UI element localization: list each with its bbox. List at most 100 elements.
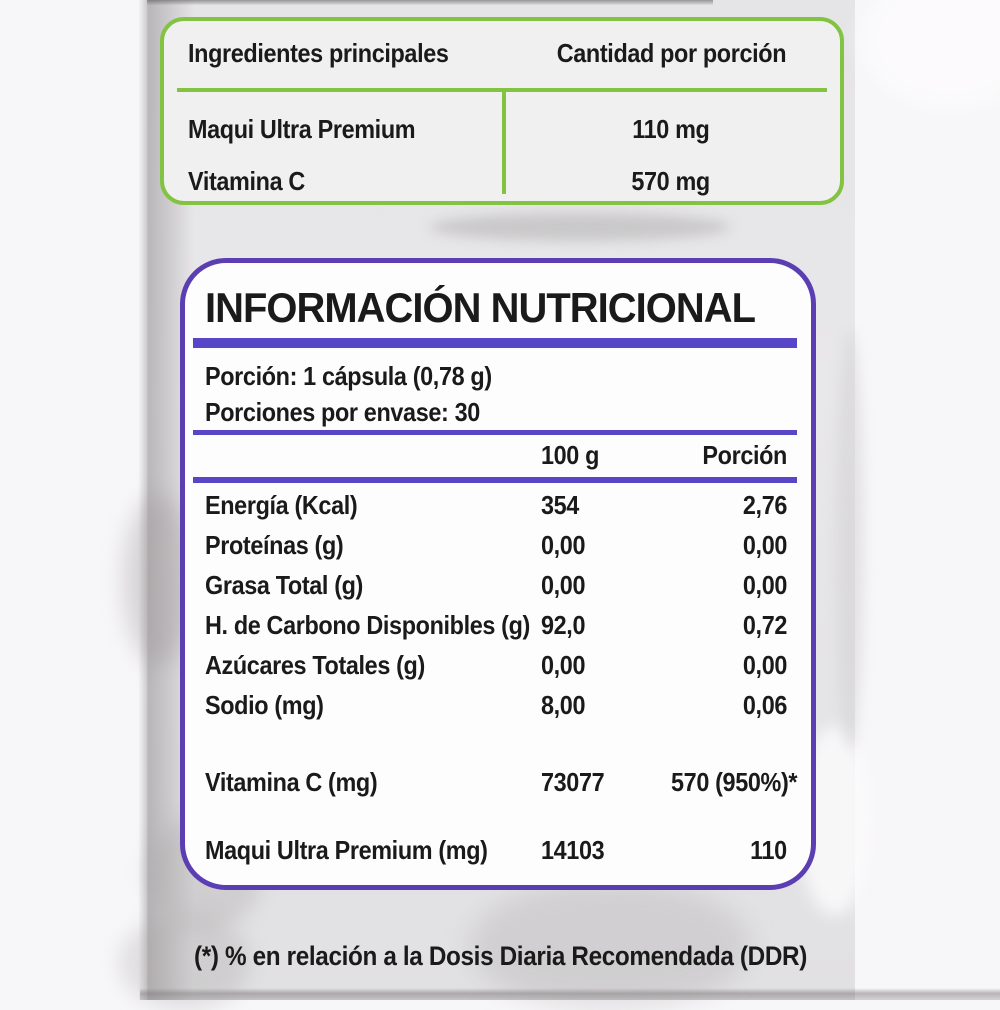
nutrition-row-label-cell: Proteínas (g) <box>205 530 541 561</box>
vertical-divider <box>502 88 506 194</box>
ddr-footnote-text: (*) % en relación a la Dosis Diaria Reco… <box>193 941 807 971</box>
nutrition-row-label: Azúcares Totales (g) <box>205 649 425 680</box>
ingredient-row: Vitamina C 570 mg <box>164 155 840 207</box>
value-per-100g-cell: 354 <box>541 490 657 521</box>
value-per-portion-cell: 0,00 <box>738 530 787 561</box>
horizontal-divider <box>193 477 797 483</box>
nutrition-row-label-cell: Vitamina C (mg) <box>205 767 541 798</box>
ingredient-amount: 110 mg <box>632 113 710 144</box>
ddr-footnote: (*) % en relación a la Dosis Diaria Reco… <box>0 941 1000 972</box>
nutrition-row-label-cell: H. de Carbono Disponibles (g) <box>205 610 541 641</box>
value-per-portion: 2,76 <box>742 489 787 520</box>
value-per-portion: 0,00 <box>742 649 787 680</box>
value-per-100g-cell: 0,00 <box>541 570 657 601</box>
value-per-100g-cell: 92,0 <box>541 610 657 641</box>
background-smudge <box>120 915 250 1010</box>
value-per-100g: 14103 <box>541 834 605 865</box>
value-per-portion: 0,06 <box>742 689 787 720</box>
value-per-100g: 354 <box>541 489 579 520</box>
servings-per-container-text: Porciones por envase: 30 <box>205 397 480 427</box>
column-header-100g: 100 g <box>541 439 600 470</box>
nutrition-title-text: INFORMACIÓN NUTRICIONAL <box>205 284 756 331</box>
value-per-100g-cell: 8,00 <box>541 690 657 721</box>
value-per-100g-cell: 14103 <box>541 835 657 866</box>
value-per-portion: 110 <box>750 834 787 865</box>
ingredients-box: Ingredientes principales Cantidad por po… <box>160 17 844 205</box>
nutrition-row-label: H. de Carbono Disponibles (g) <box>205 609 530 640</box>
ingredient-amount: 570 mg <box>631 165 711 196</box>
ingredient-amount-cell: 570 mg <box>506 155 840 207</box>
value-per-100g: 73077 <box>541 766 605 797</box>
value-per-100g-cell: 73077 <box>541 767 657 798</box>
nutrition-row: Sodio (mg) 8,00 0,06 <box>185 685 811 725</box>
nutrition-row-label: Maqui Ultra Premium (mg) <box>205 834 488 865</box>
value-per-portion: 0,00 <box>742 529 787 560</box>
horizontal-divider <box>193 430 797 435</box>
value-per-portion: 0,00 <box>742 569 787 600</box>
background-highlight <box>860 0 1000 110</box>
nutrition-facts-box: INFORMACIÓN NUTRICIONAL Porción: 1 cápsu… <box>180 258 816 890</box>
nutrition-row-label: Proteínas (g) <box>205 529 344 560</box>
background-smudge <box>470 880 750 1010</box>
ingredients-rows: Maqui Ultra Premium 110 mg Vitamina C 57… <box>164 103 840 207</box>
nutrition-row-label-cell: Maqui Ultra Premium (mg) <box>205 835 541 866</box>
nutrition-row: Proteínas (g) 0,00 0,00 <box>185 525 811 565</box>
nutrition-title: INFORMACIÓN NUTRICIONAL <box>205 287 784 329</box>
nutrition-rows: Energía (Kcal) 354 2,76 Proteínas (g) 0,… <box>185 485 811 725</box>
value-per-portion-cell: 570 (950%)* <box>657 767 797 798</box>
value-per-portion-cell: 0,72 <box>738 610 787 641</box>
nutrition-row-label: Grasa Total (g) <box>205 569 363 600</box>
nutrition-row: Energía (Kcal) 354 2,76 <box>185 485 811 525</box>
nutrition-row-label-cell: Sodio (mg) <box>205 690 541 721</box>
ingredients-header-row: Ingredientes principales Cantidad por po… <box>164 31 840 75</box>
nutrition-row-label-cell: Grasa Total (g) <box>205 570 541 601</box>
background-smudge <box>430 213 730 241</box>
title-underline-bar <box>193 338 797 348</box>
value-per-portion-cell: 0,06 <box>738 690 787 721</box>
serving-size-text: Porción: 1 cápsula (0,78 g) <box>205 361 492 391</box>
ingredient-name: Vitamina C <box>188 165 305 196</box>
value-per-100g-cell: 0,00 <box>541 530 657 561</box>
value-per-portion: 570 (950%)* <box>671 766 798 797</box>
ingredients-col2-header-cell: Cantidad por porción <box>506 31 840 75</box>
ingredients-col1-header-cell: Ingredientes principales <box>164 31 506 75</box>
nutrition-row-label: Vitamina C (mg) <box>205 766 378 797</box>
nutrition-row: H. de Carbono Disponibles (g) 92,0 0,72 <box>185 605 811 645</box>
ingredient-amount-cell: 110 mg <box>506 103 840 155</box>
value-per-100g: 0,00 <box>541 569 586 600</box>
value-per-100g: 0,00 <box>541 649 586 680</box>
value-per-100g: 92,0 <box>541 609 586 640</box>
ingredient-name-cell: Vitamina C <box>164 155 506 207</box>
ingredient-name-cell: Maqui Ultra Premium <box>164 103 506 155</box>
nutrition-row-vitamin-c: Vitamina C (mg) 73077 570 (950%)* <box>185 762 811 802</box>
label-top-edge <box>147 0 713 5</box>
column-header-100g-cell: 100 g <box>541 440 657 471</box>
value-per-100g-cell: 0,00 <box>541 650 657 681</box>
value-per-100g: 8,00 <box>541 689 586 720</box>
ingredient-name: Maqui Ultra Premium <box>188 113 416 144</box>
value-per-portion-cell: 110 <box>746 835 787 866</box>
column-header-portion: Porción <box>702 439 787 470</box>
value-per-portion: 0,72 <box>742 609 787 640</box>
nutrition-row-maqui: Maqui Ultra Premium (mg) 14103 110 <box>185 830 811 870</box>
nutrition-row-label: Sodio (mg) <box>205 689 324 720</box>
ingredients-col2-header: Cantidad por porción <box>556 37 786 68</box>
nutrition-column-header-row: 100 g Porción <box>185 435 811 475</box>
value-per-portion-cell: 0,00 <box>738 650 787 681</box>
value-per-portion-cell: 2,76 <box>738 490 787 521</box>
serving-info: Porción: 1 cápsula (0,78 g) Porciones po… <box>205 358 524 430</box>
value-per-portion-cell: 0,00 <box>738 570 787 601</box>
nutrition-row-label-cell: Energía (Kcal) <box>205 490 541 521</box>
label-bottom-edge <box>140 988 1000 1000</box>
column-header-portion-cell: Porción <box>693 440 787 471</box>
nutrition-row-label-cell: Azúcares Totales (g) <box>205 650 541 681</box>
ingredients-col1-header: Ingredientes principales <box>188 37 449 68</box>
nutrition-row-label: Energía (Kcal) <box>205 489 358 520</box>
nutrition-row: Grasa Total (g) 0,00 0,00 <box>185 565 811 605</box>
servings-per-container-line: Porciones por envase: 30 <box>205 394 524 430</box>
serving-size-line: Porción: 1 cápsula (0,78 g) <box>205 358 524 394</box>
background-smudge <box>836 330 864 750</box>
nutrition-row: Azúcares Totales (g) 0,00 0,00 <box>185 645 811 685</box>
ingredient-row: Maqui Ultra Premium 110 mg <box>164 103 840 155</box>
value-per-100g: 0,00 <box>541 529 586 560</box>
